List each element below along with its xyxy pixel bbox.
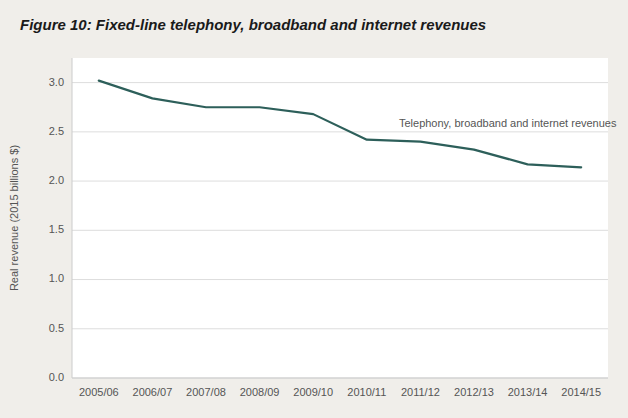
title: Figure 10: Fixed-line telephony, broadba… bbox=[20, 16, 486, 33]
x-tick-label: 2014/15 bbox=[561, 386, 601, 398]
chart: 0.0 0.5 1.0 1.5 2.0 2.5 3.0 2005/06 2006/07 2007/… bbox=[0, 0, 628, 418]
y-tick-label: 0.5 bbox=[49, 322, 64, 334]
grid-line bbox=[72, 230, 608, 231]
grid-line bbox=[72, 181, 608, 182]
background bbox=[0, 0, 628, 418]
x-axis-line bbox=[72, 378, 608, 379]
grid-line bbox=[72, 328, 608, 329]
y-tick-label: 2.0 bbox=[49, 174, 64, 186]
grid-line bbox=[72, 279, 608, 280]
x-tick-label: 2006/07 bbox=[133, 386, 173, 398]
x-tick-label: 2008/09 bbox=[240, 386, 280, 398]
grid-line bbox=[72, 131, 608, 132]
y-tick-label: 1.0 bbox=[49, 272, 64, 284]
plot-background bbox=[72, 58, 608, 378]
annotation: Telephony, broadband and internet revenu… bbox=[399, 117, 617, 129]
y-tick-label: 2.5 bbox=[49, 125, 64, 137]
y-tick-label: 0.0 bbox=[49, 371, 64, 383]
x-tick-label: 2010/11 bbox=[347, 386, 386, 398]
x-tick-label: 2012/13 bbox=[454, 386, 494, 398]
grid-line bbox=[72, 82, 608, 83]
grid-line bbox=[72, 378, 608, 379]
y-axis-line bbox=[72, 58, 73, 378]
x-tick-label: 2013/14 bbox=[508, 386, 548, 398]
x-tick-label: 2011/12 bbox=[401, 386, 440, 398]
x-tick-label: 2007/08 bbox=[186, 386, 226, 398]
x-tick-label: 2009/10 bbox=[293, 386, 333, 398]
y-axis-label: Real revenue (2015 billions $) bbox=[8, 145, 20, 291]
y-tick-label: 3.0 bbox=[49, 76, 64, 88]
y-tick-label: 1.5 bbox=[49, 223, 64, 235]
x-tick-label: 2005/06 bbox=[79, 386, 119, 398]
